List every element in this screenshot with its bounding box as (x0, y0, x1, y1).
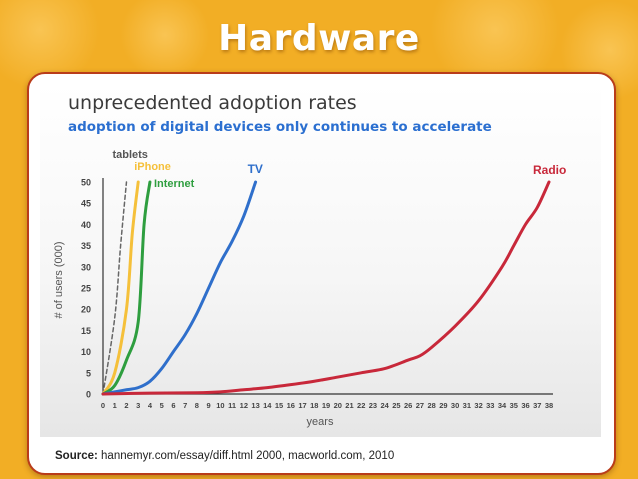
y-tick-label: 40 (81, 220, 91, 230)
x-tick-label: 1 (113, 401, 117, 410)
chart-subtitle: adoption of digital devices only continu… (68, 119, 492, 135)
y-tick-label: 45 (81, 199, 91, 209)
x-tick-label: 0 (101, 401, 105, 410)
y-tick-label: 20 (81, 305, 91, 315)
x-tick-label: 34 (498, 401, 507, 410)
series-label-internet: Internet (154, 178, 195, 190)
x-tick-label: 12 (240, 401, 248, 410)
series-line-internet (101, 180, 152, 396)
series-line-radio (101, 180, 551, 396)
x-tick-label: 25 (392, 401, 400, 410)
slide-title: Hardware (218, 18, 420, 59)
x-tick-label: 2 (124, 401, 128, 410)
y-tick-label: 50 (81, 178, 91, 188)
x-tick-label: 37 (533, 401, 541, 410)
y-tick-label: 25 (81, 284, 91, 294)
x-tick-label: 3 (136, 401, 140, 410)
x-tick-label: 36 (521, 401, 529, 410)
x-axis-label: years (307, 416, 334, 428)
x-tick-label: 38 (545, 401, 553, 410)
background-flower (120, 0, 210, 80)
series-line-tablets (102, 181, 128, 395)
x-tick-label: 13 (251, 401, 259, 410)
y-tick-label: 35 (81, 241, 91, 251)
series-line-tv (101, 180, 258, 396)
y-tick-label: 5 (86, 368, 91, 378)
x-tick-label: 10 (216, 401, 224, 410)
y-axis-label: # of users (000) (53, 241, 65, 318)
x-tick-label: 6 (171, 401, 175, 410)
x-tick-label: 33 (486, 401, 494, 410)
x-tick-label: 17 (298, 401, 306, 410)
series-label-radio: Radio (533, 163, 566, 177)
x-tick-label: 28 (427, 401, 435, 410)
x-tick-label: 7 (183, 401, 187, 410)
y-tick-label: 30 (81, 262, 91, 272)
y-tick-label: 15 (81, 326, 91, 336)
x-tick-label: 20 (334, 401, 342, 410)
x-tick-label: 19 (322, 401, 330, 410)
x-tick-label: 27 (416, 401, 424, 410)
x-tick-label: 26 (404, 401, 412, 410)
x-tick-label: 9 (207, 401, 211, 410)
y-tick-label: 0 (86, 390, 91, 400)
series-label-tablets: tablets (112, 149, 147, 161)
x-tick-label: 35 (510, 401, 518, 410)
x-tick-label: 8 (195, 401, 199, 410)
x-tick-label: 23 (369, 401, 377, 410)
x-tick-label: 22 (357, 401, 365, 410)
x-tick-label: 29 (439, 401, 447, 410)
x-tick-label: 14 (263, 401, 272, 410)
series-line-iphone (101, 180, 140, 396)
x-tick-label: 5 (160, 401, 164, 410)
x-tick-label: 30 (451, 401, 459, 410)
x-tick-label: 15 (275, 401, 283, 410)
series-label-iphone: iPhone (134, 161, 171, 173)
x-tick-label: 16 (287, 401, 295, 410)
x-tick-label: 11 (228, 401, 236, 410)
x-tick-label: 4 (148, 401, 153, 410)
x-tick-label: 21 (345, 401, 353, 410)
x-tick-label: 32 (474, 401, 482, 410)
source-text: hannemyr.com/essay/diff.html 2000, macwo… (101, 450, 395, 462)
source-label: Source: (55, 450, 98, 462)
series-label-tv: TV (248, 162, 263, 176)
x-tick-label: 31 (463, 401, 471, 410)
x-tick-label: 24 (381, 401, 390, 410)
chart-title: unprecedented adoption rates (68, 92, 357, 114)
y-tick-label: 10 (81, 347, 91, 357)
x-tick-label: 18 (310, 401, 318, 410)
source-note: Source: hannemyr.com/essay/diff.html 200… (55, 450, 394, 462)
